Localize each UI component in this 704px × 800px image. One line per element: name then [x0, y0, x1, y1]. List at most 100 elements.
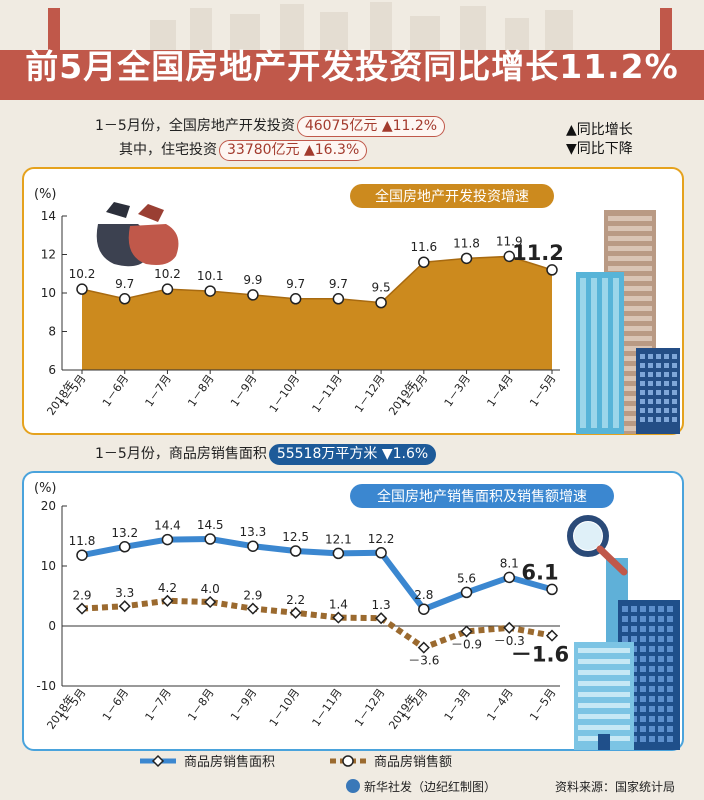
blue-building-window-icon	[640, 636, 646, 642]
blue-building-window-icon	[640, 696, 646, 702]
chart2-area-point	[503, 571, 516, 584]
page-title: 前5月全国房地产开发投资同比增长11.2%	[25, 47, 679, 86]
blue-building-window-icon	[667, 696, 673, 702]
glass-building-stripe-icon	[578, 725, 630, 730]
blue-building-window-icon	[649, 616, 655, 622]
chart2-sales-label: 1.4	[329, 598, 348, 612]
summary-investment-pill: 46075亿元 ▲11.2%	[296, 116, 446, 137]
chart1-point	[76, 283, 88, 295]
chart2-sales-point	[161, 594, 174, 607]
chart2-area-label: 11.8	[69, 534, 96, 548]
chart1-data-label: 9.7	[115, 277, 134, 291]
chart1-point	[247, 289, 259, 301]
blue-building-window-icon	[658, 626, 664, 632]
footer-source: 资料来源：国家统计局	[555, 780, 676, 794]
chart2-sales-point	[332, 611, 345, 624]
office-buildings-icon	[567, 515, 680, 750]
chart1-point	[332, 293, 345, 305]
navy-tower-window-icon	[664, 390, 669, 395]
chart1-line	[81, 255, 553, 304]
legend-sales-marker	[342, 755, 354, 767]
investment-chart: 全国房地产开发投资增速 (%) 6 8 10 12 14 10.2 9.7 10.2 10.1 9.9…	[34, 184, 680, 434]
chart1-area	[82, 256, 552, 370]
tan-tower-window-icon	[608, 276, 652, 281]
navy-tower-window-icon	[648, 399, 653, 404]
navy-tower-window-icon	[664, 408, 669, 413]
chart2-sales-label: 4.2	[158, 581, 177, 595]
blue-building-window-icon	[640, 676, 646, 682]
magnifier-lens-icon	[567, 515, 609, 557]
blue-building-window-icon	[667, 726, 673, 732]
tan-tower-window-icon	[608, 386, 652, 391]
blue-building-window-icon	[667, 606, 673, 612]
magnifier-glass-icon	[574, 522, 602, 550]
navy-tower-window-icon	[656, 372, 661, 377]
glass-tower-stripe-icon	[591, 278, 597, 428]
chart2-y-tick-label: 20	[41, 499, 56, 513]
blue-building-window-icon	[649, 716, 655, 722]
summary-investment: 1－5月份，全国房地产开发投资 46075亿元 ▲11.2%	[95, 115, 446, 137]
chart1-data-label: 10.2	[69, 267, 96, 281]
tan-tower-window-icon	[608, 416, 652, 421]
tan-tower-window-icon	[608, 246, 652, 251]
chart2-x-tick-label: 1－9月	[228, 686, 259, 723]
glass-building-stripe-icon	[578, 703, 630, 708]
navy-tower-window-icon	[640, 381, 645, 386]
blue-building-window-icon	[631, 626, 637, 632]
chart2-area-label: 12.2	[368, 532, 395, 546]
chart2-sales-label: －3.6	[408, 654, 439, 668]
navy-tower-window-icon	[664, 363, 669, 368]
chart2-sales-label: －1.6	[511, 643, 569, 667]
navy-tower-window-icon	[672, 399, 677, 404]
blue-building-window-icon	[667, 626, 673, 632]
navy-tower-window-icon	[656, 390, 661, 395]
blue-building-window-icon	[640, 646, 646, 652]
chart2-sales-label: －0.9	[451, 637, 482, 651]
blue-building-window-icon	[649, 666, 655, 672]
chart2-area-point	[375, 547, 387, 559]
chart1-x-tick-label: 1－4月	[484, 372, 515, 409]
chart2-area-point	[161, 533, 174, 546]
blue-building-window-icon	[649, 636, 655, 642]
chart1-x-tick-label: 1－5月	[527, 372, 558, 409]
navy-tower-window-icon	[672, 408, 677, 413]
blue-building-window-icon	[622, 606, 628, 612]
glass-building-stripe-icon	[578, 648, 630, 653]
chart2-area-label: 2.8	[414, 588, 433, 602]
blue-building-window-icon	[622, 616, 628, 622]
blue-building-window-icon	[640, 626, 646, 632]
credit-text: 新华社发（边纪红制图）	[364, 780, 497, 794]
chart2-title-pill	[350, 484, 614, 508]
summary-sales-area-label: 1－5月份，商品房销售面积	[95, 446, 267, 462]
blue-building-window-icon	[667, 736, 673, 742]
navy-tower-window-icon	[672, 372, 677, 377]
summary-residential-change: ▲16.3%	[304, 142, 360, 158]
chart2-sales-point	[545, 629, 559, 642]
tan-tower-window-icon	[608, 346, 652, 351]
blue-building-window-icon	[667, 646, 673, 652]
blue-building-window-icon	[649, 626, 655, 632]
tan-tower-window-icon	[608, 266, 652, 271]
chart2-x-tick-label: 1－5月	[527, 686, 558, 723]
blue-building-window-icon	[649, 676, 655, 682]
navy-tower-window-icon	[656, 381, 661, 386]
chart1-point	[118, 293, 131, 305]
tan-tower-window-icon	[608, 306, 652, 311]
chart2-sales-label: 1.3	[372, 598, 391, 612]
navy-tower-window-icon	[640, 399, 645, 404]
summary-sales-area: 1－5月份，商品房销售面积 55518万平方米 ▼1.6%	[95, 443, 437, 465]
navy-tower-window-icon	[648, 372, 653, 377]
glass-tower-stripe-icon	[602, 278, 608, 428]
blue-building-window-icon	[658, 726, 664, 732]
chart1-y-tick-label: 10	[41, 286, 56, 300]
blue-building-window-icon	[649, 696, 655, 702]
blue-building-window-icon	[649, 606, 655, 612]
chart2-x-tick-label: 1－8月	[185, 686, 216, 723]
chart2-x-tick-label: 1－4月	[484, 686, 515, 723]
chart1-y-tick-label: 14	[41, 209, 56, 223]
blue-building-window-icon	[658, 646, 664, 652]
chart2-y-tick-label: 0	[48, 619, 56, 633]
summary-residential-value: 33780亿元	[227, 142, 300, 158]
chart2-x-tick-label: 1－10月	[267, 686, 302, 729]
building-door-icon	[598, 734, 610, 750]
